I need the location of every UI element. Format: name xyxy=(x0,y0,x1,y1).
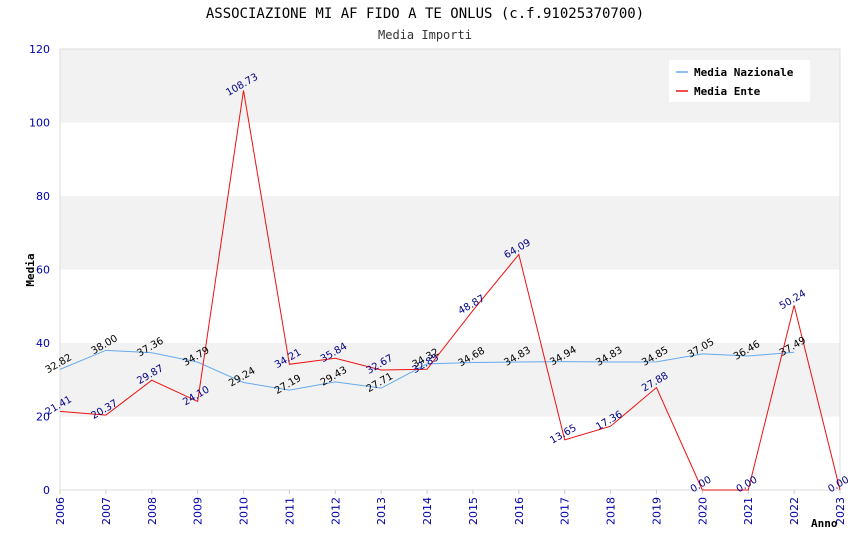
x-tick-label: 2017 xyxy=(559,497,572,525)
x-axis: 2006 2007 2008 2009 2010 2011 2012 2013 2014 2015… xyxy=(54,490,847,525)
grid-band xyxy=(60,196,840,270)
x-axis-label: Anno xyxy=(811,517,838,530)
x-tick-label: 2022 xyxy=(788,497,801,525)
y-tick-label: 20 xyxy=(36,411,50,424)
y-tick-label: 100 xyxy=(29,117,50,130)
grid-bands xyxy=(60,49,840,490)
x-tick-label: 2019 xyxy=(650,497,663,525)
x-tick-label: 2012 xyxy=(329,497,342,525)
series-lines xyxy=(59,90,841,491)
grid-band xyxy=(60,122,840,196)
y-tick-label: 120 xyxy=(29,43,50,56)
x-tick-label: 2015 xyxy=(467,497,480,525)
x-tick-label: 2007 xyxy=(100,497,113,525)
x-tick-label: 2014 xyxy=(421,497,434,525)
x-tick-label: 2008 xyxy=(146,497,159,525)
x-tick-label: 2010 xyxy=(238,497,251,525)
legend-label: Media Ente xyxy=(694,85,761,98)
x-tick-label: 2013 xyxy=(375,497,388,525)
series-line-media-nazionale xyxy=(59,349,795,391)
x-tick-label: 2023 xyxy=(834,497,847,525)
chart-title: ASSOCIAZIONE MI AF FIDO A TE ONLUS (c.f.… xyxy=(206,6,644,22)
y-tick-label: 40 xyxy=(36,337,50,350)
legend-box xyxy=(669,60,810,102)
x-tick-label: 2011 xyxy=(283,497,296,525)
y-tick-label: 0 xyxy=(43,484,50,497)
series-line-media-ente xyxy=(59,90,841,491)
x-tick-label: 2020 xyxy=(696,497,709,525)
x-tick-label: 2018 xyxy=(605,497,618,525)
plot-border xyxy=(59,48,841,491)
y-tick-label: 60 xyxy=(36,264,50,277)
grid-band xyxy=(60,343,840,417)
x-tick-label: 2009 xyxy=(192,497,205,525)
grid-band xyxy=(60,269,840,343)
x-tick-label: 2006 xyxy=(54,497,67,525)
x-tick-label: 2021 xyxy=(742,497,755,525)
chart-subtitle: Media Importi xyxy=(378,28,472,42)
plot-area xyxy=(59,48,841,491)
y-axis: 0 20 40 60 80 100 120 xyxy=(29,43,50,497)
grid-band xyxy=(60,416,840,490)
y-axis-label: Media xyxy=(24,253,37,286)
y-tick-label: 80 xyxy=(36,190,50,203)
x-tick-label: 2016 xyxy=(513,497,526,525)
legend: Media Nazionale Media Ente xyxy=(669,60,810,102)
legend-label: Media Nazionale xyxy=(694,66,794,79)
